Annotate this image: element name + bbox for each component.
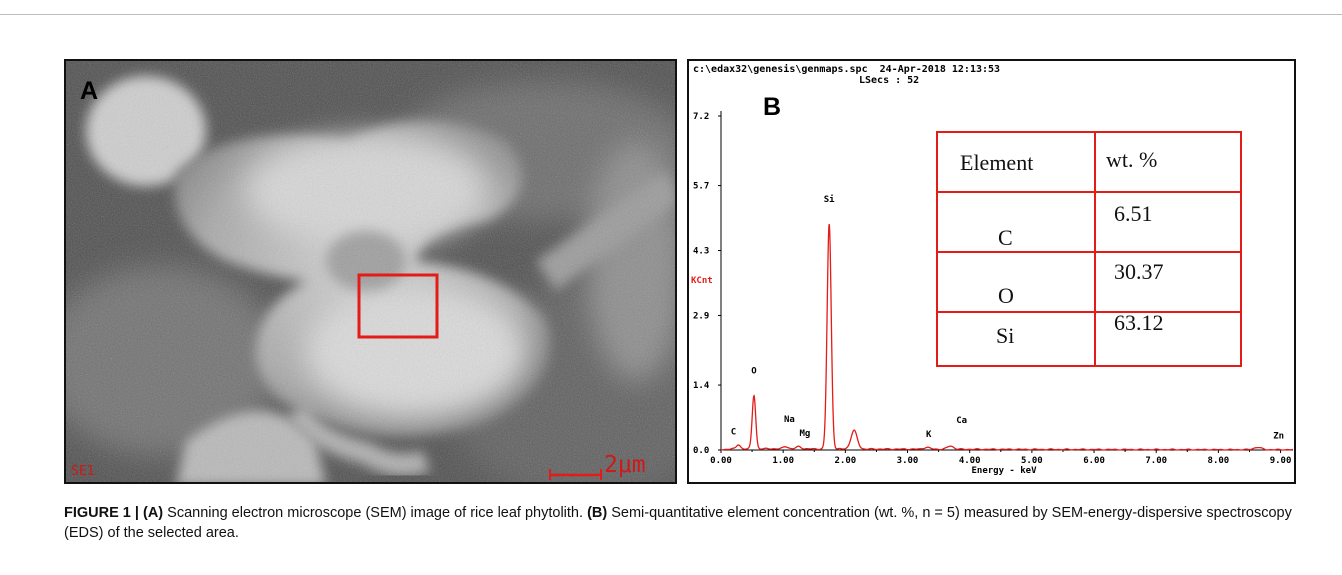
top-rule [0, 14, 1342, 15]
peak-label: C [731, 428, 736, 438]
table-row: O [938, 253, 1096, 313]
panel-a-letter: A [80, 77, 99, 105]
scale-bar-label: 2μm [604, 452, 646, 478]
eds-spectrum-panel: c:\edax32\genesis\genmaps.spc 24-Apr-201… [687, 59, 1296, 484]
x-tick-label: 8.00 [1208, 456, 1230, 466]
spectrum-lsecs-line: LSecs : 52 [859, 75, 920, 86]
caption-label: FIGURE 1 | [64, 505, 139, 521]
x-tick-label: 3.00 [897, 456, 919, 466]
x-tick-label: 2.00 [835, 456, 857, 466]
caption-a-tag: (A) [143, 505, 164, 521]
x-tick-label: 9.00 [1270, 456, 1292, 466]
table-row: Si [938, 313, 1096, 365]
detector-label: SE1 [71, 464, 95, 479]
y-tick-label: 2.9 [693, 311, 709, 321]
x-tick-label: 6.00 [1083, 456, 1105, 466]
x-axis-label: Energy - keV [971, 466, 1037, 476]
y-tick-label: 7.2 [693, 112, 709, 122]
sem-image-panel: A SE1 2μm [64, 59, 677, 484]
table-row: 30.37 [1096, 253, 1240, 313]
peak-label: K [926, 430, 932, 440]
y-axis-label: KCnt [691, 276, 713, 286]
peak-label: Zn [1273, 431, 1284, 441]
table-row: 63.12 [1114, 310, 1164, 335]
sem-micrograph [66, 61, 675, 482]
table-row: C [938, 193, 1096, 253]
x-tick-label: 5.00 [1021, 456, 1043, 466]
peak-label: Na [784, 415, 795, 425]
peak-label: O [751, 366, 757, 376]
caption-b-text: Semi-quantitative element concentration … [64, 505, 1292, 541]
caption-a-text: Scanning electron microscope (SEM) image… [167, 505, 584, 521]
spectrum-file-line: c:\edax32\genesis\genmaps.spc 24-Apr-201… [693, 64, 1001, 75]
selected-area-box [357, 273, 439, 339]
peak-label: Si [824, 194, 835, 205]
spectrum-line [720, 223, 1294, 451]
panel-b-letter: B [763, 93, 782, 121]
table-header-wt: wt. % [1096, 133, 1240, 193]
eds-spectrum-chart: 0.0 1.4 2.9 4.3 5.7 7.2 0.00 1.00 2.00 3.00 4.00 5.… [691, 111, 1294, 476]
y-tick-label: 5.7 [693, 182, 709, 192]
y-tick-label: 1.4 [693, 381, 710, 391]
peak-label: Ca [956, 416, 967, 426]
y-tick-label: 4.3 [693, 247, 709, 257]
composition-table: Element wt. % C 6.51 O 30.37 Si 63.12 [936, 131, 1242, 367]
peak-label: Mg [800, 429, 811, 439]
spectrum-header: c:\edax32\genesis\genmaps.spc 24-Apr-201… [693, 64, 1000, 86]
table-header-element: Element [938, 133, 1096, 193]
x-tick-label: 7.00 [1145, 456, 1167, 466]
y-tick-label: 0.0 [693, 446, 709, 456]
x-tick-label: 0.00 [710, 456, 732, 466]
x-tick-label: 4.00 [959, 456, 981, 466]
x-tick-label: 1.00 [772, 456, 794, 466]
table-row: 6.51 [1096, 193, 1240, 253]
caption-b-tag: (B) [587, 505, 608, 521]
figure-caption: FIGURE 1 | (A) Scanning electron microsc… [64, 503, 1294, 543]
